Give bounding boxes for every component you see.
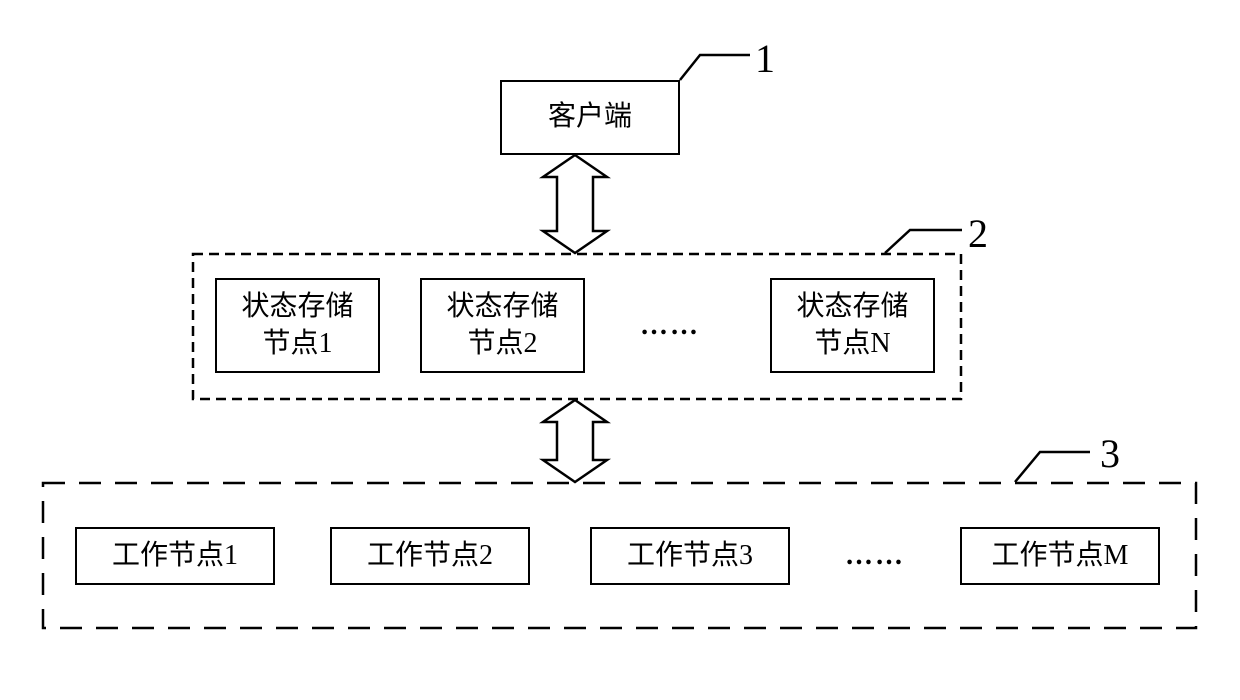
storage-node-n-label: 状态存储 节点N <box>796 289 908 362</box>
storage-node-1-label: 状态存储 节点1 <box>241 289 353 362</box>
diagram-stage: 客户端 1 2 3 状态存储 节点1 状态存储 节点2 状态存储 节点N …… … <box>0 0 1240 700</box>
worker-node-m-label: 工作节点M <box>992 538 1129 574</box>
storage-node-2: 状态存储 节点2 <box>420 278 585 373</box>
worker-node-m: 工作节点M <box>960 527 1160 585</box>
storage-ellipsis: …… <box>640 310 700 342</box>
worker-node-3: 工作节点3 <box>590 527 790 585</box>
worker-node-1-label: 工作节点1 <box>112 538 238 574</box>
worker-ellipsis: …… <box>845 540 905 572</box>
storage-node-1: 状态存储 节点1 <box>215 278 380 373</box>
worker-node-1: 工作节点1 <box>75 527 275 585</box>
worker-node-3-label: 工作节点3 <box>627 538 753 574</box>
worker-node-2-label: 工作节点2 <box>367 538 493 574</box>
storage-node-2-label: 状态存储 节点2 <box>446 289 558 362</box>
worker-node-2: 工作节点2 <box>330 527 530 585</box>
storage-node-n: 状态存储 节点N <box>770 278 935 373</box>
